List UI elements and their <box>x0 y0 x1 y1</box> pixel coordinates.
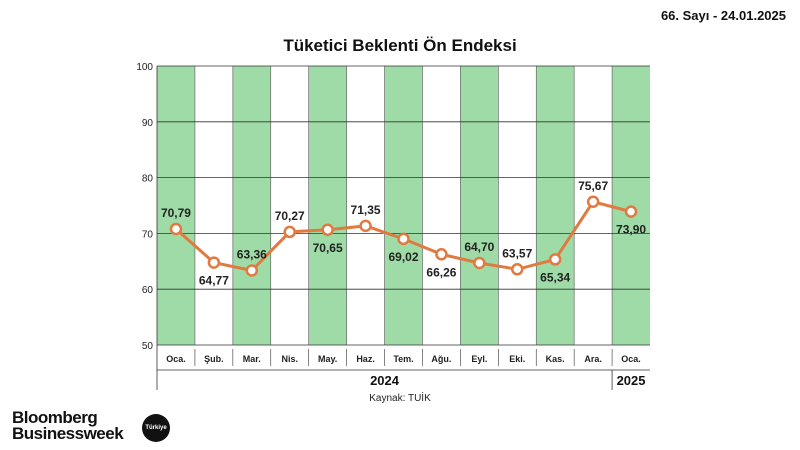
data-label: 64,77 <box>199 274 229 288</box>
month-label: Haz. <box>356 354 375 364</box>
y-tick-label: 70 <box>142 229 154 240</box>
y-tick-label: 80 <box>142 174 154 185</box>
data-label: 71,35 <box>351 203 381 217</box>
band <box>308 66 347 345</box>
data-point <box>207 256 221 269</box>
data-point <box>473 256 486 270</box>
data-point <box>397 232 410 246</box>
data-point <box>435 248 448 261</box>
chart-title: Tüketici Beklenti Ön Endeksi <box>283 36 517 55</box>
band <box>536 66 575 345</box>
data-point <box>548 253 562 266</box>
logo-line1: Bloomberg <box>12 408 98 427</box>
data-label: 69,02 <box>388 250 418 264</box>
band <box>384 66 423 345</box>
data-point <box>359 219 372 233</box>
year-label: 2024 <box>370 373 400 388</box>
logo-line2: Businessweek <box>12 424 124 443</box>
month-label: May. <box>318 354 337 364</box>
data-point <box>586 195 600 209</box>
data-point <box>169 222 183 236</box>
month-label: Oca. <box>621 354 641 364</box>
band <box>232 66 271 345</box>
month-label: Tem. <box>393 354 413 364</box>
y-tick-label: 60 <box>142 285 154 296</box>
issue-date: 66. Sayı - 24.01.2025 <box>660 8 786 23</box>
month-label: Nis. <box>281 354 298 364</box>
data-point <box>624 205 638 218</box>
month-label: Ağu. <box>431 354 451 364</box>
band <box>460 66 499 345</box>
month-label: Oca. <box>166 354 186 364</box>
logo: Bloomberg Businessweek <box>12 408 124 443</box>
month-label: Şub. <box>204 354 224 364</box>
data-point <box>511 263 524 276</box>
month-label: Mar. <box>243 354 261 364</box>
month-label: Kas. <box>546 354 565 364</box>
data-label: 70,65 <box>313 241 343 255</box>
data-label: 70,27 <box>275 209 305 223</box>
band <box>157 66 195 345</box>
data-label: 63,36 <box>237 247 267 261</box>
y-tick-label: 100 <box>136 62 153 73</box>
logo-badge: Türkiye <box>142 414 170 442</box>
data-label: 63,57 <box>502 246 532 260</box>
month-label: Eki. <box>509 354 525 364</box>
data-point <box>321 223 334 237</box>
data-label: 75,67 <box>578 179 608 193</box>
data-label: 64,70 <box>464 240 494 254</box>
data-label: 66,26 <box>426 265 456 279</box>
year-label: 2025 <box>617 373 646 388</box>
data-label: 73,90 <box>616 223 646 237</box>
y-tick-label: 50 <box>142 341 154 352</box>
data-point <box>283 225 296 239</box>
y-tick-label: 90 <box>142 118 154 129</box>
data-point <box>245 264 259 277</box>
month-label: Ara. <box>584 354 602 364</box>
data-label: 65,34 <box>540 270 570 284</box>
source-note: Kaynak: TUİK <box>369 393 431 404</box>
month-label: Eyl. <box>471 354 487 364</box>
data-label: 70,79 <box>161 206 191 220</box>
